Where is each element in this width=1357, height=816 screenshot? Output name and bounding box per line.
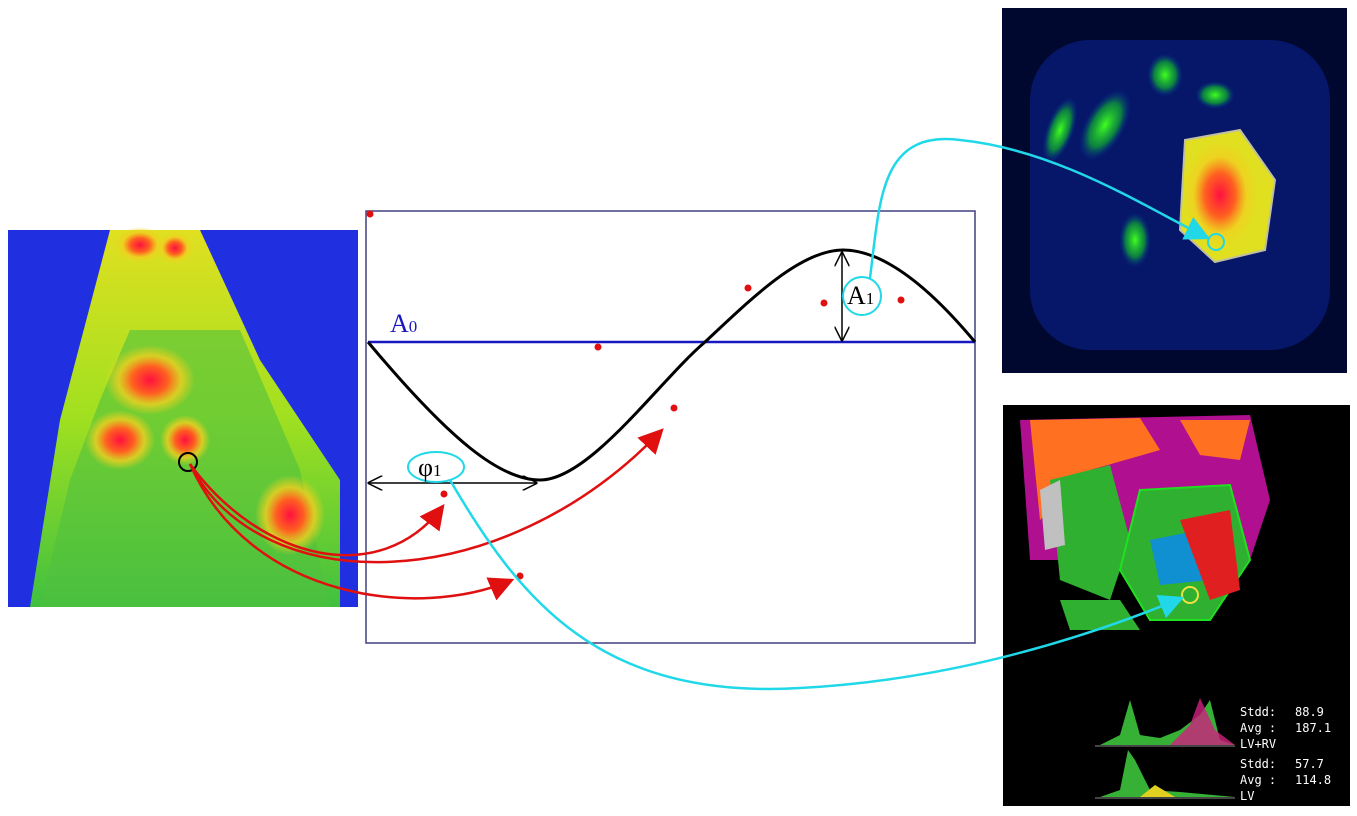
stat-label: Stdd: — [1240, 705, 1276, 719]
region-label: LV+RV — [1240, 737, 1276, 751]
stat-value: 57.7 — [1295, 757, 1324, 771]
stat-label: Avg : — [1240, 721, 1276, 735]
page: A0 A1 φ1 Stdd:88.9 Avg :187.1 LV+RV Stdd… — [0, 0, 1357, 816]
label-sub: 1 — [433, 461, 442, 480]
stat-label: Avg : — [1240, 773, 1276, 787]
label-main: φ — [418, 453, 433, 482]
signal-plot: A0 A1 φ1 — [366, 211, 975, 644]
label-main: A — [390, 309, 409, 338]
stat-value: 187.1 — [1295, 721, 1331, 735]
region-label: LV — [1240, 789, 1254, 803]
amplitude-image — [1002, 8, 1347, 373]
label-sub: 0 — [409, 317, 418, 336]
stat-label: Stdd: — [1240, 757, 1276, 771]
label-main: A — [847, 281, 866, 310]
label-sub: 1 — [866, 289, 875, 308]
stat-value: 88.9 — [1295, 705, 1324, 719]
diagram: A0 A1 φ1 Stdd:88.9 Avg :187.1 LV+RV Stdd… — [0, 0, 1357, 816]
stat-value: 114.8 — [1295, 773, 1331, 787]
phase-image: Stdd: 88.9 Avg : 187.1 LV+RV Stdd: 57.7 Avg… — [1003, 405, 1350, 806]
